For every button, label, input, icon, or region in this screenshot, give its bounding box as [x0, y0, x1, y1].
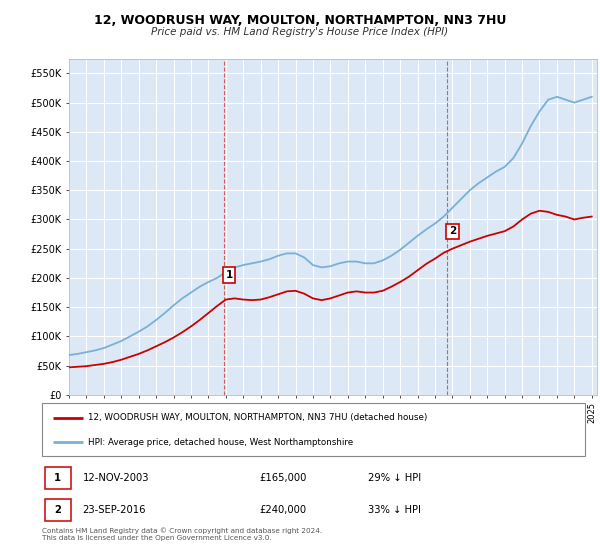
Text: Price paid vs. HM Land Registry's House Price Index (HPI): Price paid vs. HM Land Registry's House … [151, 27, 449, 37]
Text: 12-NOV-2003: 12-NOV-2003 [83, 473, 149, 483]
Text: Contains HM Land Registry data © Crown copyright and database right 2024.
This d: Contains HM Land Registry data © Crown c… [42, 528, 322, 541]
Text: 23-SEP-2016: 23-SEP-2016 [83, 505, 146, 515]
Text: 12, WOODRUSH WAY, MOULTON, NORTHAMPTON, NN3 7HU: 12, WOODRUSH WAY, MOULTON, NORTHAMPTON, … [94, 14, 506, 27]
Text: £240,000: £240,000 [259, 505, 307, 515]
Text: 2: 2 [449, 226, 456, 236]
Text: 1: 1 [226, 270, 233, 280]
Text: 29% ↓ HPI: 29% ↓ HPI [368, 473, 421, 483]
Text: 1: 1 [54, 473, 61, 483]
FancyBboxPatch shape [42, 403, 585, 456]
FancyBboxPatch shape [45, 467, 71, 489]
Text: 12, WOODRUSH WAY, MOULTON, NORTHAMPTON, NN3 7HU (detached house): 12, WOODRUSH WAY, MOULTON, NORTHAMPTON, … [88, 413, 428, 422]
Text: 33% ↓ HPI: 33% ↓ HPI [368, 505, 421, 515]
Text: 2: 2 [55, 505, 61, 515]
Text: £165,000: £165,000 [259, 473, 307, 483]
Text: HPI: Average price, detached house, West Northamptonshire: HPI: Average price, detached house, West… [88, 437, 353, 446]
FancyBboxPatch shape [45, 499, 71, 521]
